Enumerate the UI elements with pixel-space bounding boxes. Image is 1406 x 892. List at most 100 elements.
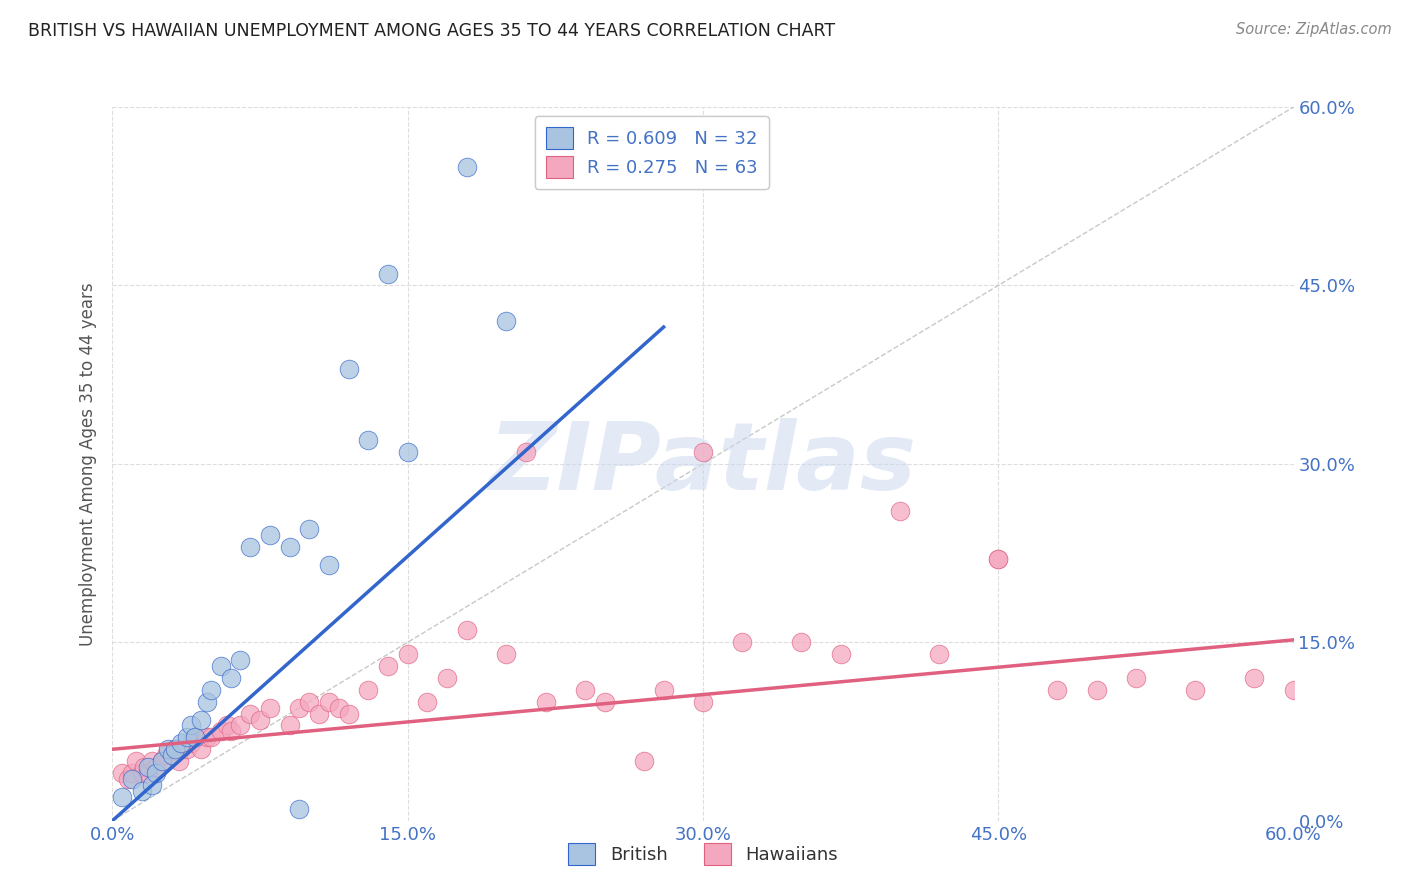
Point bbox=[259, 528, 281, 542]
Point bbox=[278, 718, 301, 732]
Point bbox=[180, 736, 202, 750]
Point bbox=[416, 695, 439, 709]
Point bbox=[170, 736, 193, 750]
Point bbox=[219, 671, 242, 685]
Point bbox=[288, 802, 311, 816]
Point bbox=[132, 760, 155, 774]
Point bbox=[456, 624, 478, 638]
Point bbox=[987, 552, 1010, 566]
Point bbox=[141, 778, 163, 792]
Point bbox=[200, 731, 222, 745]
Point bbox=[574, 682, 596, 697]
Point bbox=[150, 754, 173, 768]
Point bbox=[249, 713, 271, 727]
Point bbox=[377, 659, 399, 673]
Point bbox=[1085, 682, 1108, 697]
Point bbox=[184, 731, 207, 745]
Point bbox=[652, 682, 675, 697]
Point bbox=[633, 754, 655, 768]
Point bbox=[692, 695, 714, 709]
Point bbox=[1243, 671, 1265, 685]
Point bbox=[155, 748, 177, 763]
Point bbox=[184, 731, 207, 745]
Point bbox=[121, 766, 143, 780]
Point bbox=[889, 504, 911, 518]
Point bbox=[156, 742, 179, 756]
Point bbox=[169, 754, 191, 768]
Point bbox=[731, 635, 754, 649]
Point bbox=[131, 784, 153, 798]
Text: ZIPatlas: ZIPatlas bbox=[489, 417, 917, 510]
Point bbox=[121, 772, 143, 786]
Point bbox=[377, 267, 399, 281]
Point bbox=[987, 552, 1010, 566]
Point bbox=[219, 724, 242, 739]
Point bbox=[288, 700, 311, 714]
Point bbox=[145, 760, 167, 774]
Point bbox=[160, 748, 183, 763]
Point bbox=[357, 682, 380, 697]
Point bbox=[1046, 682, 1069, 697]
Point bbox=[117, 772, 139, 786]
Point bbox=[318, 695, 340, 709]
Point bbox=[1125, 671, 1147, 685]
Point bbox=[125, 754, 148, 768]
Point bbox=[396, 647, 419, 661]
Point bbox=[200, 682, 222, 697]
Point bbox=[141, 754, 163, 768]
Point bbox=[165, 742, 187, 756]
Point bbox=[436, 671, 458, 685]
Legend: British, Hawaiians: British, Hawaiians bbox=[560, 834, 846, 874]
Point bbox=[298, 522, 321, 536]
Point bbox=[195, 695, 218, 709]
Point bbox=[593, 695, 616, 709]
Point bbox=[495, 647, 517, 661]
Point bbox=[259, 700, 281, 714]
Point bbox=[1282, 682, 1305, 697]
Legend: R = 0.609   N = 32, R = 0.275   N = 63: R = 0.609 N = 32, R = 0.275 N = 63 bbox=[534, 116, 769, 189]
Point bbox=[165, 742, 187, 756]
Point bbox=[136, 760, 159, 774]
Point bbox=[495, 314, 517, 328]
Point bbox=[190, 742, 212, 756]
Point bbox=[1184, 682, 1206, 697]
Point bbox=[239, 706, 262, 721]
Point bbox=[692, 445, 714, 459]
Point bbox=[176, 742, 198, 756]
Point bbox=[337, 706, 360, 721]
Point bbox=[209, 724, 232, 739]
Point bbox=[229, 718, 252, 732]
Point bbox=[131, 766, 153, 780]
Point bbox=[215, 718, 238, 732]
Point bbox=[928, 647, 950, 661]
Point bbox=[150, 754, 173, 768]
Point bbox=[145, 766, 167, 780]
Point bbox=[298, 695, 321, 709]
Point bbox=[160, 748, 183, 763]
Point bbox=[318, 558, 340, 572]
Point bbox=[195, 731, 218, 745]
Point bbox=[180, 718, 202, 732]
Point bbox=[278, 540, 301, 554]
Point bbox=[357, 433, 380, 447]
Point bbox=[176, 731, 198, 745]
Point bbox=[396, 445, 419, 459]
Point bbox=[229, 653, 252, 667]
Y-axis label: Unemployment Among Ages 35 to 44 years: Unemployment Among Ages 35 to 44 years bbox=[79, 282, 97, 646]
Point bbox=[515, 445, 537, 459]
Point bbox=[830, 647, 852, 661]
Point bbox=[534, 695, 557, 709]
Point bbox=[790, 635, 813, 649]
Point bbox=[239, 540, 262, 554]
Text: Source: ZipAtlas.com: Source: ZipAtlas.com bbox=[1236, 22, 1392, 37]
Point bbox=[190, 713, 212, 727]
Point bbox=[209, 659, 232, 673]
Point bbox=[456, 160, 478, 174]
Point bbox=[170, 742, 193, 756]
Point bbox=[328, 700, 350, 714]
Point bbox=[136, 766, 159, 780]
Point bbox=[111, 789, 134, 804]
Point bbox=[337, 361, 360, 376]
Point bbox=[308, 706, 330, 721]
Text: BRITISH VS HAWAIIAN UNEMPLOYMENT AMONG AGES 35 TO 44 YEARS CORRELATION CHART: BRITISH VS HAWAIIAN UNEMPLOYMENT AMONG A… bbox=[28, 22, 835, 40]
